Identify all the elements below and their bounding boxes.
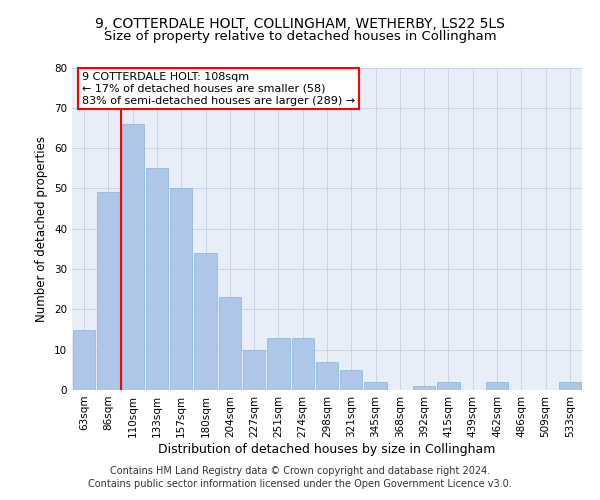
X-axis label: Distribution of detached houses by size in Collingham: Distribution of detached houses by size …: [158, 442, 496, 456]
Text: Contains public sector information licensed under the Open Government Licence v3: Contains public sector information licen…: [88, 479, 512, 489]
Text: 9 COTTERDALE HOLT: 108sqm
← 17% of detached houses are smaller (58)
83% of semi-: 9 COTTERDALE HOLT: 108sqm ← 17% of detac…: [82, 72, 355, 106]
Bar: [97, 192, 119, 390]
Bar: [218, 298, 241, 390]
Bar: [73, 330, 95, 390]
Bar: [437, 382, 460, 390]
Y-axis label: Number of detached properties: Number of detached properties: [35, 136, 49, 322]
Text: Contains HM Land Registry data © Crown copyright and database right 2024.: Contains HM Land Registry data © Crown c…: [110, 466, 490, 476]
Bar: [413, 386, 436, 390]
Bar: [146, 168, 168, 390]
Text: Size of property relative to detached houses in Collingham: Size of property relative to detached ho…: [104, 30, 496, 43]
Bar: [559, 382, 581, 390]
Bar: [267, 338, 290, 390]
Bar: [340, 370, 362, 390]
Bar: [316, 362, 338, 390]
Text: 9, COTTERDALE HOLT, COLLINGHAM, WETHERBY, LS22 5LS: 9, COTTERDALE HOLT, COLLINGHAM, WETHERBY…: [95, 18, 505, 32]
Bar: [364, 382, 387, 390]
Bar: [243, 350, 265, 390]
Bar: [292, 338, 314, 390]
Bar: [486, 382, 508, 390]
Bar: [122, 124, 144, 390]
Bar: [170, 188, 193, 390]
Bar: [194, 253, 217, 390]
